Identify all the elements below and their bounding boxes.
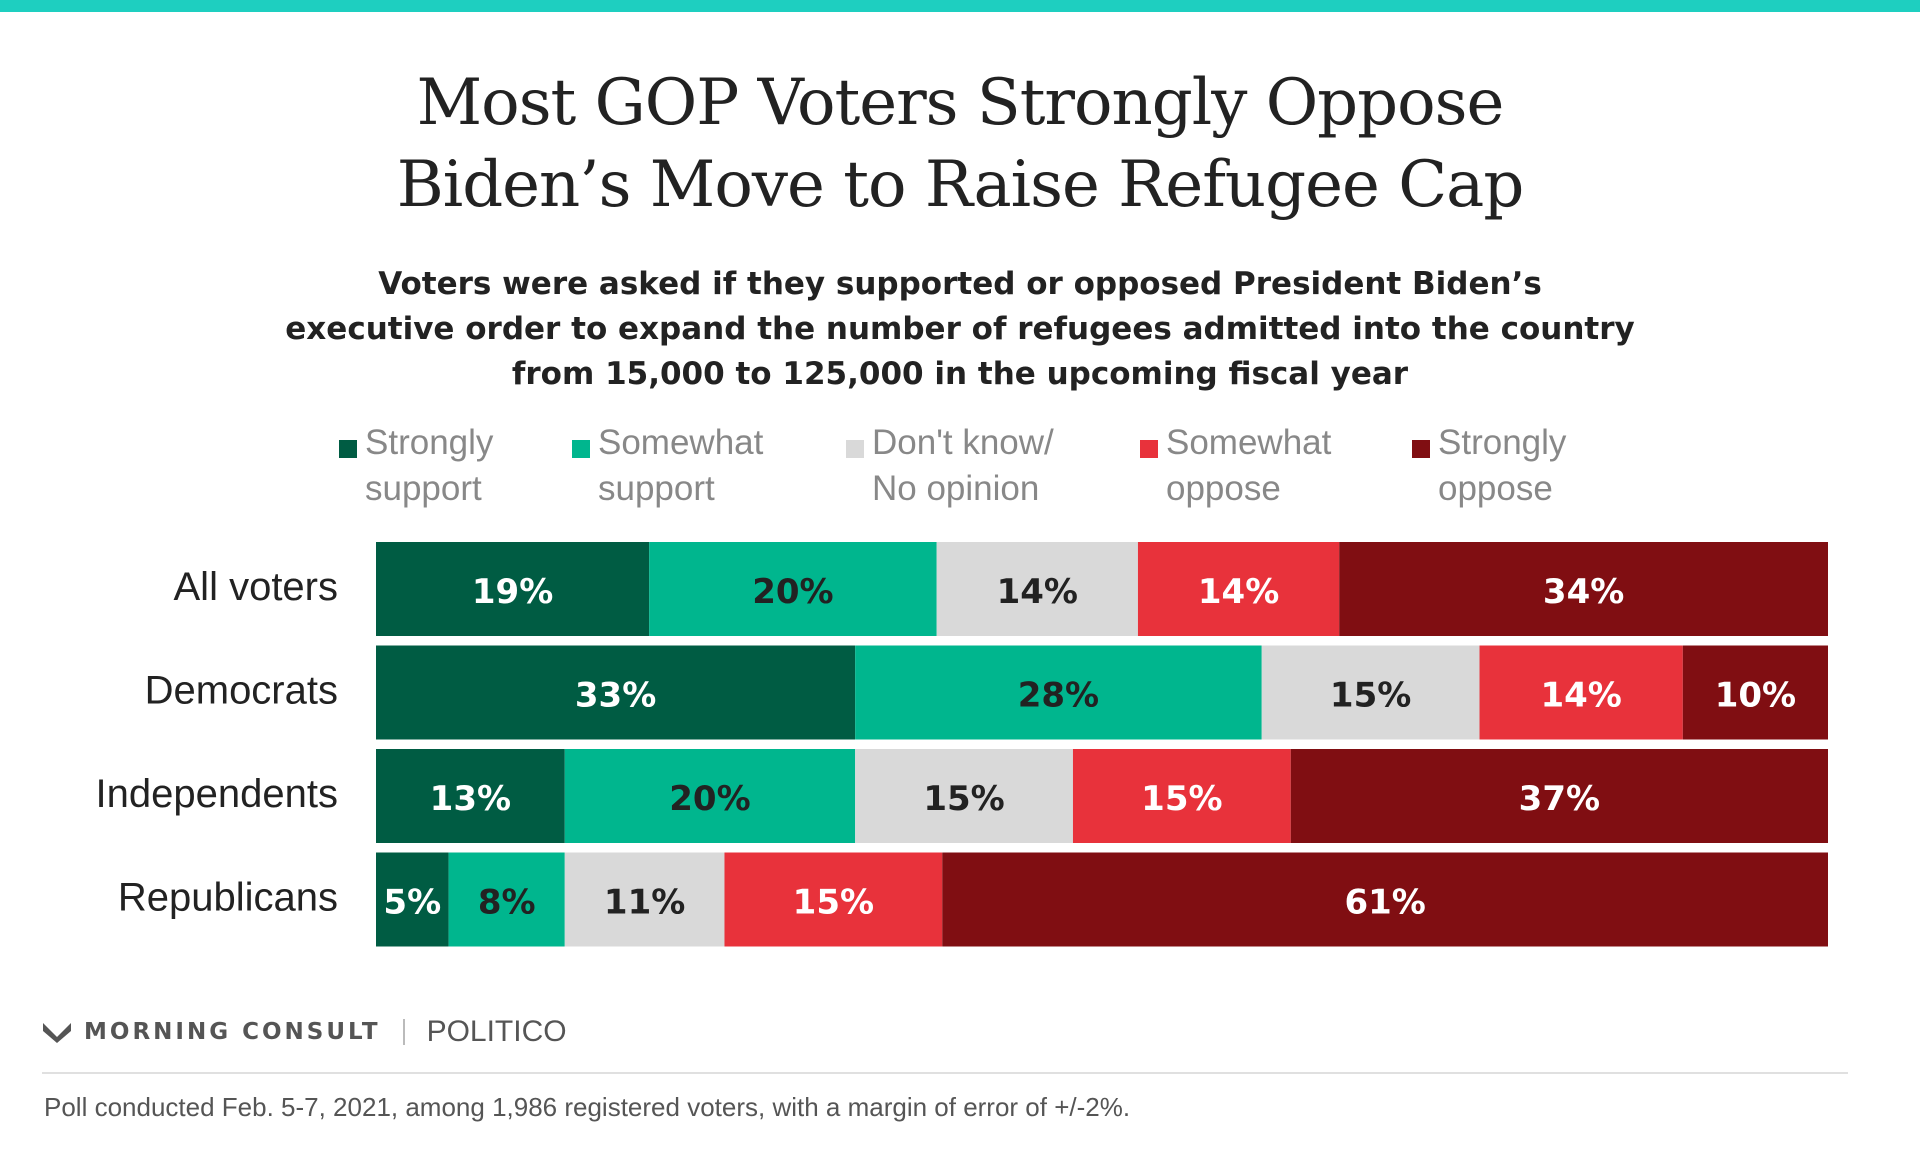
data-label-democrats-strongly-oppose: 10% — [1715, 676, 1796, 716]
data-label-all-voters-don-t-know-no-opinion: 14% — [997, 572, 1078, 612]
data-label-independents-somewhat-support: 20% — [669, 779, 750, 819]
bar-democrats-somewhat-support — [855, 645, 1262, 740]
legend-item-dont-know: Don't know/ No opinion — [846, 420, 1054, 512]
legend-swatch-somewhat-support — [572, 440, 590, 458]
data-label-democrats-strongly-support: 33% — [575, 676, 656, 716]
data-label-democrats-somewhat-support: 28% — [1018, 676, 1099, 716]
data-label-all-voters-somewhat-oppose: 14% — [1198, 572, 1279, 612]
legend-swatch-strongly-support — [339, 440, 357, 458]
legend-item-somewhat-oppose: Somewhat oppose — [1140, 420, 1331, 512]
morning-consult-logo-icon — [43, 1023, 71, 1043]
brand-footer: MORNING CONSULT POLITICO — [42, 1012, 567, 1052]
legend-label-somewhat-oppose: Somewhat oppose — [1166, 423, 1332, 508]
data-label-democrats-don-t-know-no-opinion: 15% — [1330, 676, 1411, 716]
legend-label-strongly-oppose: Strongly oppose — [1438, 423, 1567, 508]
legend-swatch-somewhat-oppose — [1140, 440, 1158, 458]
data-label-all-voters-strongly-support: 19% — [472, 572, 553, 612]
bar-all-voters-strongly-support — [376, 542, 650, 636]
bar-independents-somewhat-support — [564, 749, 856, 843]
bar-democrats-strongly-oppose — [1682, 645, 1828, 740]
subtitle-line-1: Voters were asked if they supported or o… — [378, 266, 1542, 302]
legend-item-strongly-oppose: Strongly oppose — [1412, 420, 1566, 512]
bar-republicans-strongly-oppose — [942, 852, 1828, 947]
bar-democrats-somewhat-oppose — [1479, 645, 1683, 740]
row-label-all-voters: All voters — [174, 565, 339, 609]
footnote: Poll conducted Feb. 5-7, 2021, among 1,9… — [44, 1092, 1131, 1122]
data-label-republicans-strongly-oppose: 61% — [1344, 883, 1425, 923]
legend-label-somewhat-support: Somewhat support — [598, 423, 764, 508]
legend-swatch-dont-know — [846, 440, 864, 458]
bar-independents-strongly-oppose — [1290, 749, 1828, 843]
data-label-democrats-somewhat-oppose: 14% — [1540, 676, 1621, 716]
data-label-independents-somewhat-oppose: 15% — [1141, 779, 1222, 819]
data-label-all-voters-strongly-oppose: 34% — [1543, 572, 1624, 612]
data-label-republicans-somewhat-support: 8% — [478, 883, 536, 923]
subtitle-line-3: from 15,000 to 125,000 in the upcoming f… — [511, 356, 1409, 392]
legend-item-somewhat-support: Somewhat support — [572, 420, 763, 512]
bar-republicans-strongly-support — [376, 852, 449, 947]
chart-subtitle: Voters were asked if they supported or o… — [0, 262, 1920, 397]
data-label-independents-strongly-oppose: 37% — [1519, 779, 1600, 819]
bar-all-voters-don-t-know-no-opinion — [936, 542, 1138, 636]
bar-republicans-don-t-know-no-opinion — [564, 852, 725, 947]
legend-label-dont-know: Don't know/ No opinion — [872, 423, 1054, 508]
brand-separator — [402, 1019, 405, 1045]
chart-title: Most GOP Voters Strongly Oppose Biden’s … — [0, 62, 1920, 226]
morning-consult-wordmark: MORNING CONSULT — [84, 1019, 381, 1045]
data-label-republicans-somewhat-oppose: 15% — [793, 883, 874, 923]
bar-democrats-don-t-know-no-opinion — [1261, 645, 1480, 740]
data-label-all-voters-somewhat-support: 20% — [752, 572, 833, 612]
legend-item-strongly-support: Strongly support — [339, 420, 493, 512]
row-label-independents: Independents — [96, 772, 338, 816]
title-line-2: Biden’s Move to Raise Refugee Cap — [396, 148, 1525, 222]
politico-wordmark: POLITICO — [426, 1015, 567, 1048]
top-accent-rule — [0, 0, 1920, 12]
row-label-republicans: Republicans — [118, 876, 338, 920]
stacked-bar-chart: All voters 19% 20% 14% 14% 34% Democrats 33% 28%… — [96, 542, 1828, 947]
data-label-independents-don-t-know-no-opinion: 15% — [923, 779, 1004, 819]
bar-republicans-somewhat-oppose — [724, 852, 943, 947]
bar-independents-don-t-know-no-opinion — [855, 749, 1073, 843]
row-label-democrats: Democrats — [145, 669, 338, 713]
bar-all-voters-somewhat-oppose — [1137, 542, 1340, 636]
data-label-republicans-don-t-know-no-opinion: 11% — [604, 883, 685, 923]
bar-independents-somewhat-oppose — [1072, 749, 1291, 843]
footnote-divider — [42, 1072, 1848, 1074]
subtitle-line-2: executive order to expand the number of … — [285, 311, 1635, 347]
data-label-independents-strongly-support: 13% — [430, 779, 511, 819]
bar-republicans-somewhat-support — [448, 852, 565, 947]
bar-all-voters-strongly-oppose — [1339, 542, 1828, 636]
legend: Strongly support Somewhat support Don't … — [0, 420, 1920, 520]
bar-independents-strongly-support — [376, 749, 565, 843]
data-label-republicans-strongly-support: 5% — [383, 883, 441, 923]
bar-democrats-strongly-support — [376, 645, 856, 740]
legend-label-strongly-support: Strongly support — [365, 423, 494, 508]
title-line-1: Most GOP Voters Strongly Oppose — [416, 66, 1505, 140]
legend-swatch-strongly-oppose — [1412, 440, 1430, 458]
bar-all-voters-somewhat-support — [649, 542, 937, 636]
